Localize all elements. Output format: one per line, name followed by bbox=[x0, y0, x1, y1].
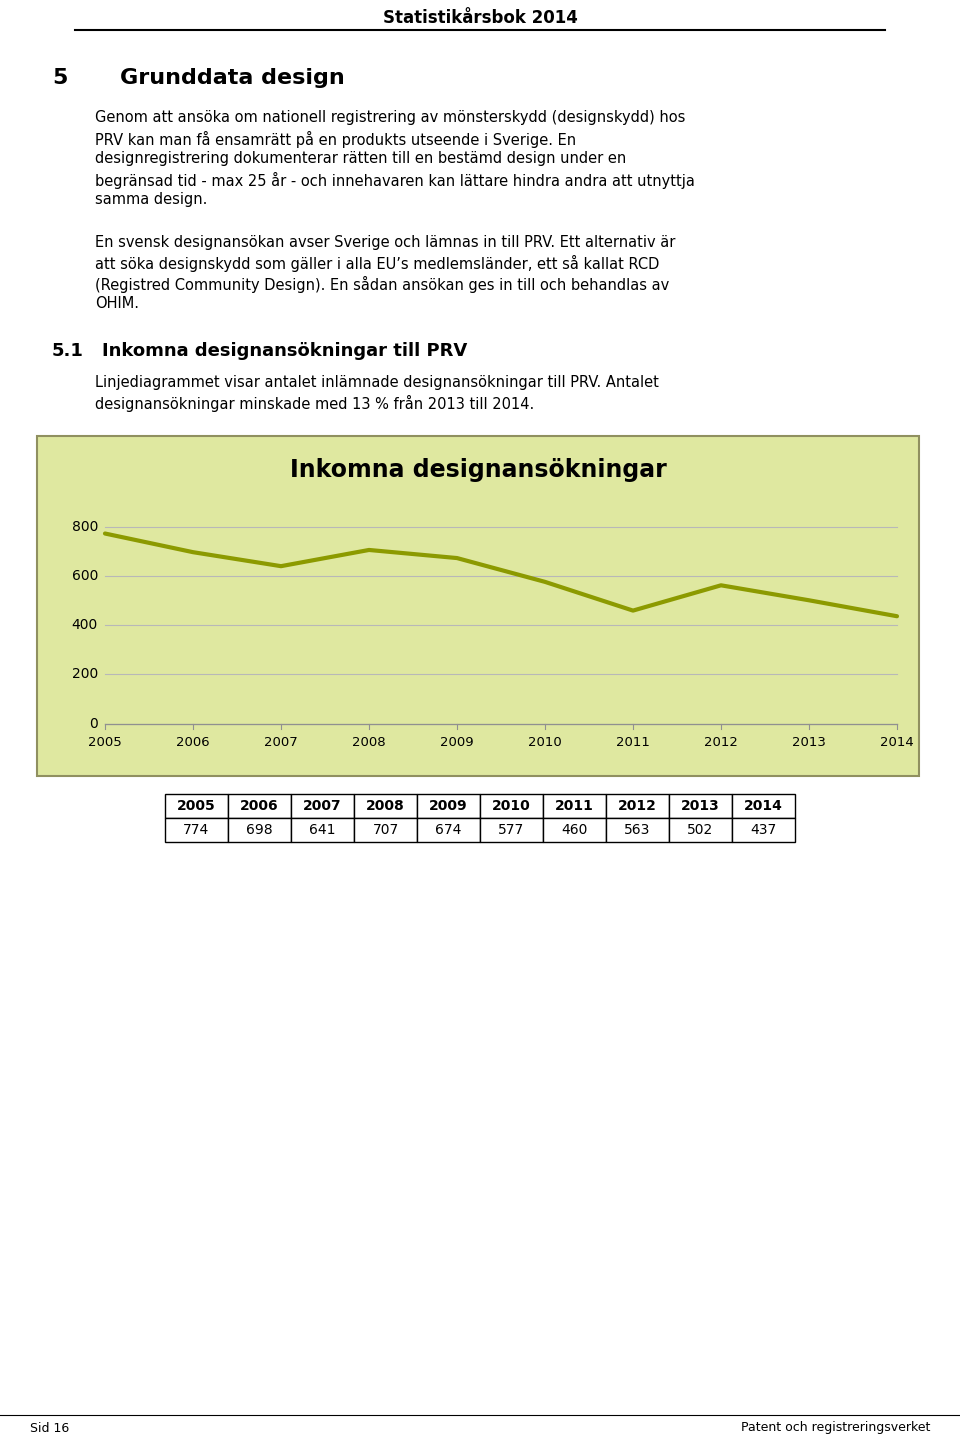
Text: 2005: 2005 bbox=[178, 798, 216, 812]
Text: Linjediagrammet visar antalet inlämnade designansökningar till PRV. Antalet: Linjediagrammet visar antalet inlämnade … bbox=[95, 374, 659, 390]
Text: Statistikårsbok 2014: Statistikårsbok 2014 bbox=[383, 9, 577, 27]
Text: 2013: 2013 bbox=[682, 798, 720, 812]
Bar bbox=[732, 794, 795, 817]
Bar bbox=[732, 817, 795, 841]
Text: 698: 698 bbox=[246, 823, 273, 837]
Bar bbox=[417, 794, 480, 817]
Text: designregistrering dokumenterar rätten till en bestämd design under en: designregistrering dokumenterar rätten t… bbox=[95, 151, 626, 165]
Text: 774: 774 bbox=[183, 823, 209, 837]
Text: samma design.: samma design. bbox=[95, 193, 207, 207]
Text: 0: 0 bbox=[89, 716, 98, 731]
Text: 2007: 2007 bbox=[264, 736, 298, 749]
Text: 2007: 2007 bbox=[303, 798, 342, 812]
Text: 2012: 2012 bbox=[704, 736, 738, 749]
Bar bbox=[606, 817, 669, 841]
Text: Sid 16: Sid 16 bbox=[30, 1422, 69, 1435]
Text: 5.1: 5.1 bbox=[52, 342, 84, 361]
Text: 2006: 2006 bbox=[240, 798, 278, 812]
Bar bbox=[606, 794, 669, 817]
Bar bbox=[669, 817, 732, 841]
Text: 600: 600 bbox=[72, 569, 98, 584]
Bar bbox=[669, 794, 732, 817]
Text: 800: 800 bbox=[72, 521, 98, 533]
Text: 437: 437 bbox=[751, 823, 777, 837]
Text: 2009: 2009 bbox=[429, 798, 468, 812]
Text: 2014: 2014 bbox=[880, 736, 914, 749]
Text: Inkomna designansökningar till PRV: Inkomna designansökningar till PRV bbox=[102, 342, 468, 361]
Text: designansökningar minskade med 13 % från 2013 till 2014.: designansökningar minskade med 13 % från… bbox=[95, 395, 535, 413]
Text: begränsad tid - max 25 år - och innehavaren kan lättare hindra andra att utnyttj: begränsad tid - max 25 år - och innehava… bbox=[95, 171, 695, 188]
Bar bbox=[480, 817, 543, 841]
Text: 641: 641 bbox=[309, 823, 336, 837]
Text: 460: 460 bbox=[562, 823, 588, 837]
Text: 2008: 2008 bbox=[366, 798, 405, 812]
Text: 577: 577 bbox=[498, 823, 524, 837]
Text: Genom att ansöka om nationell registrering av mönsterskydd (designskydd) hos: Genom att ansöka om nationell registreri… bbox=[95, 109, 685, 125]
Bar bbox=[228, 794, 291, 817]
Text: OHIM.: OHIM. bbox=[95, 296, 139, 311]
Text: PRV kan man få ensamrätt på en produkts utseende i Sverige. En: PRV kan man få ensamrätt på en produkts … bbox=[95, 131, 576, 148]
Bar bbox=[354, 817, 417, 841]
Text: 2010: 2010 bbox=[528, 736, 562, 749]
Text: 200: 200 bbox=[72, 667, 98, 682]
Text: 2014: 2014 bbox=[744, 798, 783, 812]
Bar bbox=[228, 817, 291, 841]
Bar bbox=[543, 794, 606, 817]
Bar bbox=[543, 817, 606, 841]
Bar bbox=[37, 436, 919, 775]
Bar bbox=[480, 794, 543, 817]
Text: 2005: 2005 bbox=[88, 736, 122, 749]
Text: 563: 563 bbox=[624, 823, 651, 837]
Text: 707: 707 bbox=[372, 823, 398, 837]
Text: 2011: 2011 bbox=[616, 736, 650, 749]
Bar bbox=[417, 817, 480, 841]
Text: (Registred Community Design). En sådan ansökan ges in till och behandlas av: (Registred Community Design). En sådan a… bbox=[95, 276, 669, 292]
Text: Patent och registreringsverket: Patent och registreringsverket bbox=[740, 1422, 930, 1435]
Text: 400: 400 bbox=[72, 618, 98, 633]
Text: 2013: 2013 bbox=[792, 736, 826, 749]
Text: 2006: 2006 bbox=[177, 736, 210, 749]
Text: Inkomna designansökningar: Inkomna designansökningar bbox=[290, 457, 666, 482]
Text: 674: 674 bbox=[435, 823, 462, 837]
Text: 2012: 2012 bbox=[618, 798, 657, 812]
Text: 502: 502 bbox=[687, 823, 713, 837]
Text: att söka designskydd som gäller i alla EU’s medlemsländer, ett så kallat RCD: att söka designskydd som gäller i alla E… bbox=[95, 255, 660, 272]
Bar bbox=[165, 817, 228, 841]
Bar bbox=[354, 794, 417, 817]
Text: En svensk designansökan avser Sverige och lämnas in till PRV. Ett alternativ är: En svensk designansökan avser Sverige oc… bbox=[95, 234, 676, 250]
Text: 2008: 2008 bbox=[352, 736, 386, 749]
Text: 2011: 2011 bbox=[555, 798, 594, 812]
Text: 5: 5 bbox=[52, 68, 67, 88]
Text: Grunddata design: Grunddata design bbox=[120, 68, 345, 88]
Bar bbox=[291, 794, 354, 817]
Bar bbox=[165, 794, 228, 817]
Text: 2009: 2009 bbox=[441, 736, 474, 749]
Bar bbox=[291, 817, 354, 841]
Text: 2010: 2010 bbox=[492, 798, 531, 812]
